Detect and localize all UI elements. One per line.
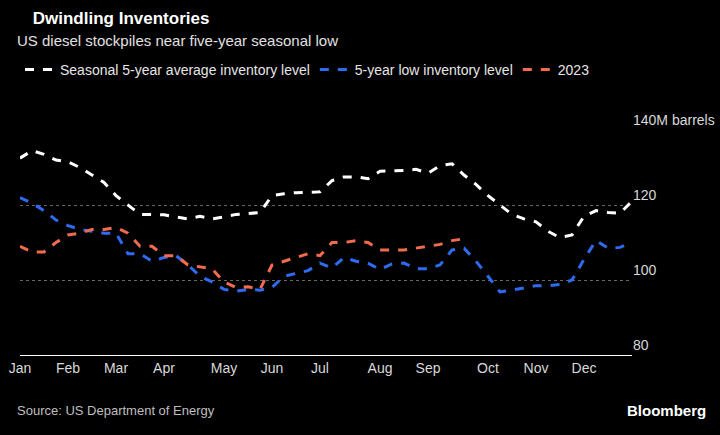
svg-text:Jun: Jun	[261, 360, 284, 376]
svg-text:2023: 2023	[558, 62, 589, 78]
svg-text:100: 100	[633, 262, 657, 278]
svg-text:Nov: Nov	[524, 360, 549, 376]
svg-text:Seasonal 5-year average invent: Seasonal 5-year average inventory level	[60, 62, 310, 78]
svg-text:Jan: Jan	[9, 360, 32, 376]
svg-text:US diesel stockpiles near five: US diesel stockpiles near five-year seas…	[17, 32, 338, 49]
svg-text:120: 120	[633, 187, 657, 203]
svg-text:Bloomberg: Bloomberg	[627, 402, 706, 419]
svg-text:Dwindling Inventories: Dwindling Inventories	[33, 9, 210, 28]
svg-text:Oct: Oct	[477, 360, 499, 376]
svg-text:Jul: Jul	[311, 360, 329, 376]
svg-text:May: May	[211, 360, 237, 376]
svg-text:5-year low inventory level: 5-year low inventory level	[355, 62, 513, 78]
svg-text:Mar: Mar	[104, 360, 128, 376]
svg-text:Aug: Aug	[368, 360, 393, 376]
svg-text:Apr: Apr	[153, 360, 175, 376]
svg-text:Sep: Sep	[416, 360, 441, 376]
svg-text:Dec: Dec	[572, 360, 597, 376]
svg-text:Source: US Department of Energ: Source: US Department of Energy	[17, 403, 215, 418]
svg-text:Feb: Feb	[56, 360, 80, 376]
svg-text:80: 80	[633, 337, 649, 353]
svg-text:140M barrels: 140M barrels	[633, 112, 715, 128]
